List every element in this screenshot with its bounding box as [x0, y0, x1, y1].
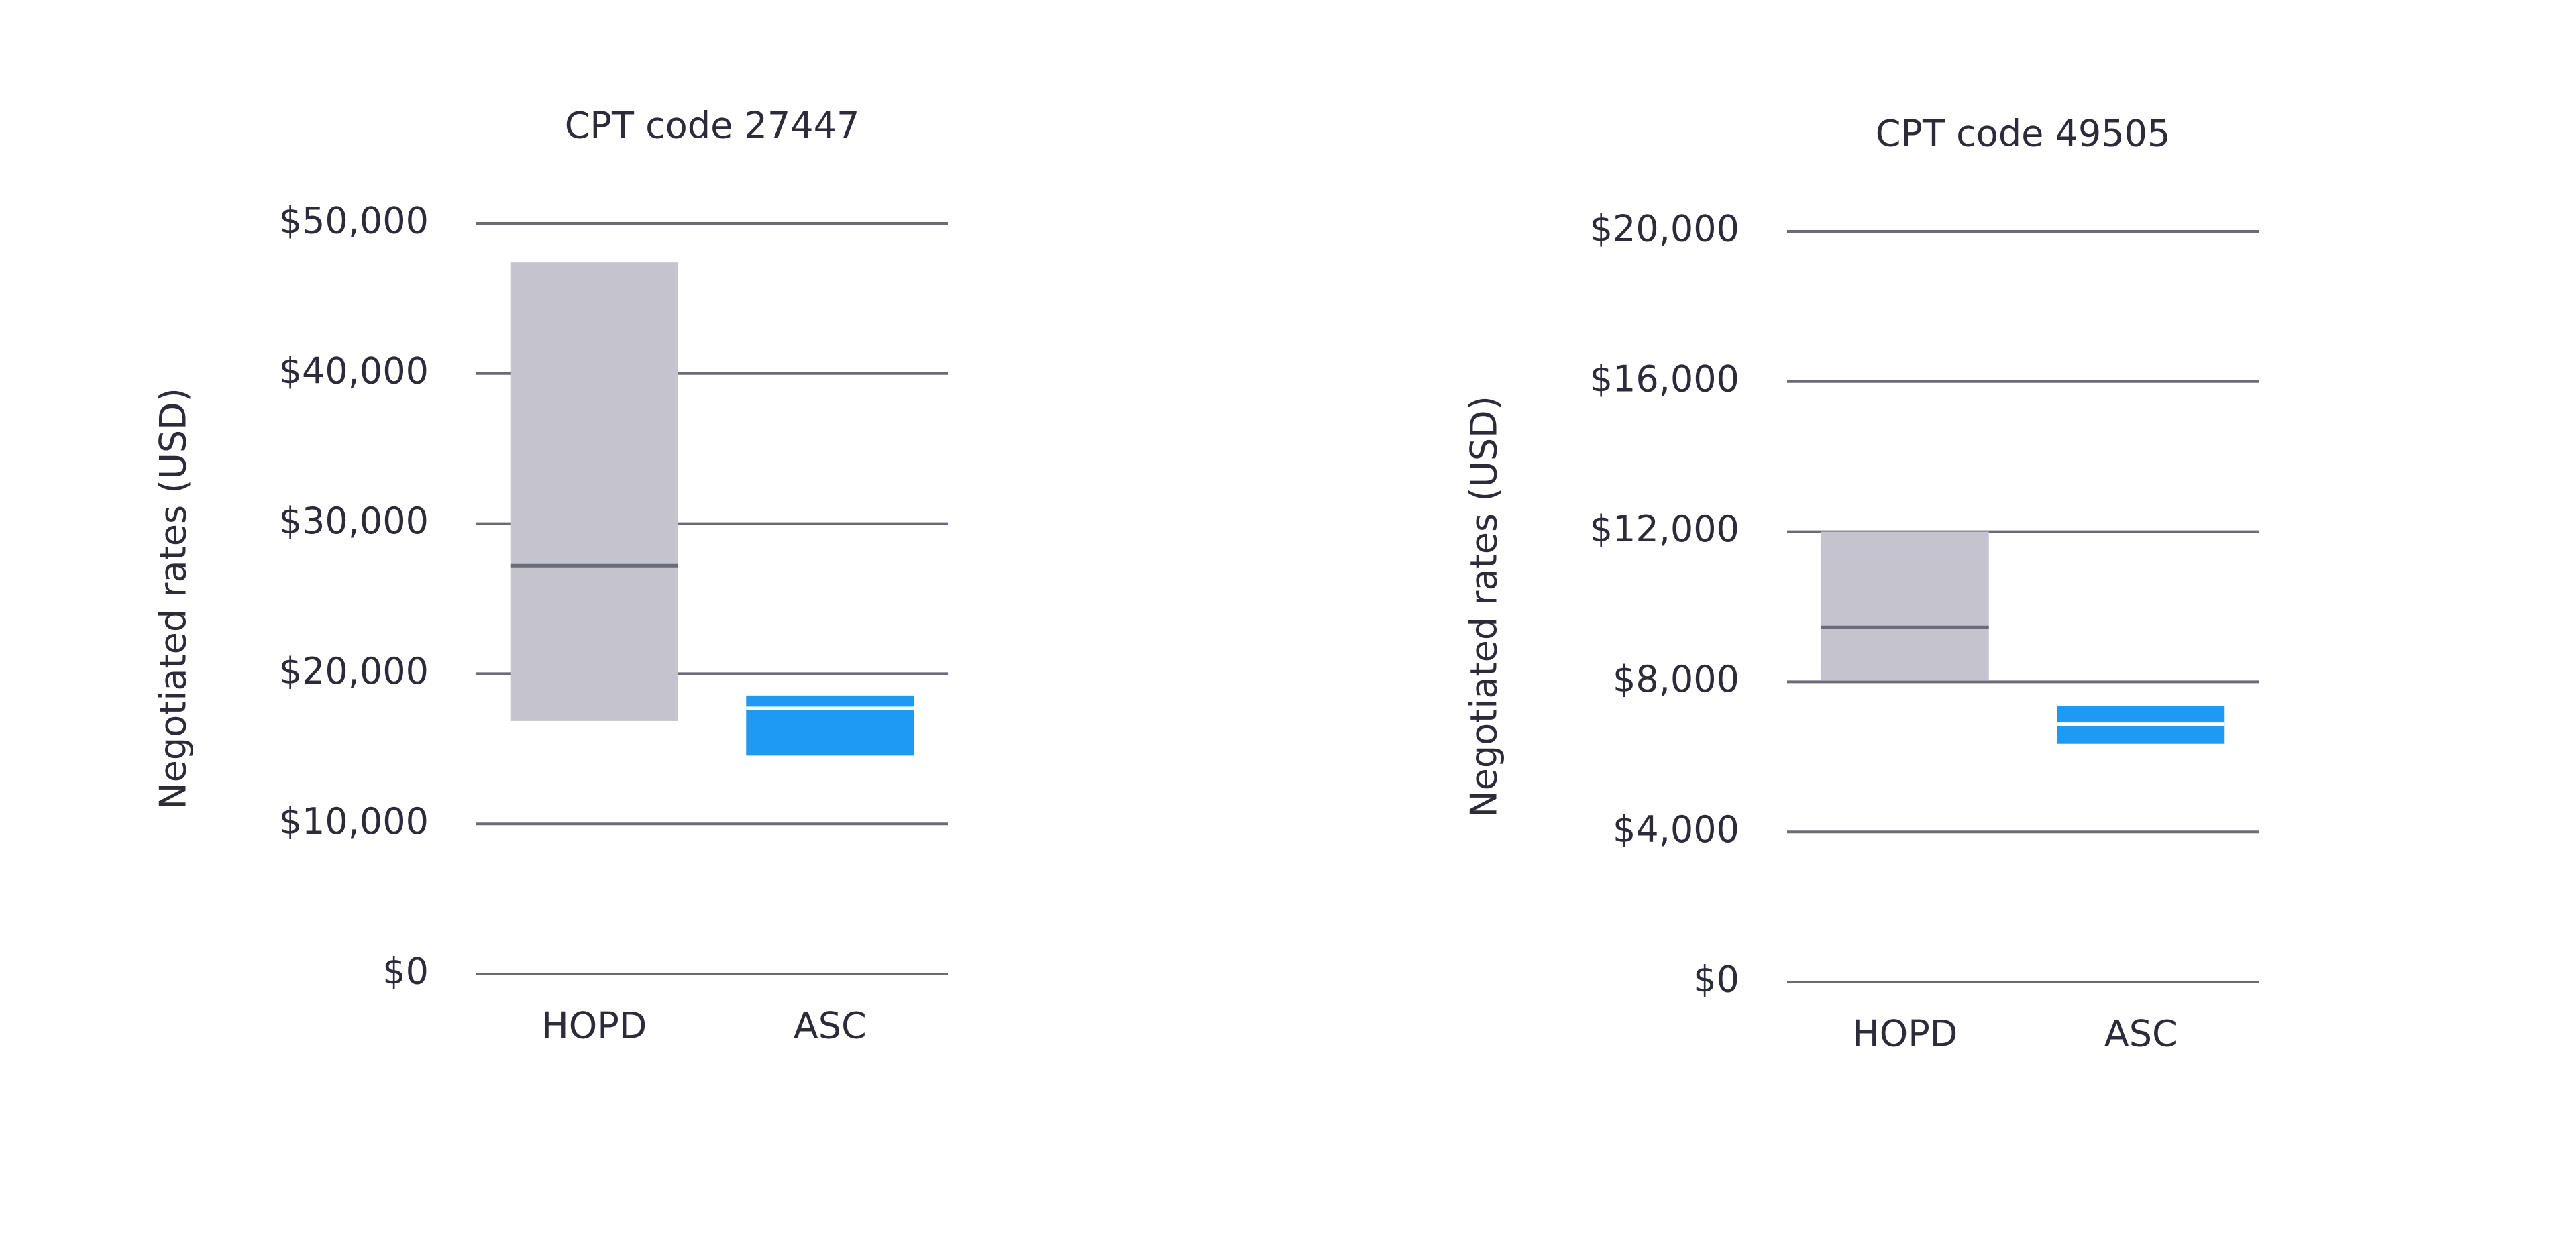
y-tick-label: $16,000: [1590, 358, 1739, 400]
y-tick-label: $30,000: [279, 500, 429, 542]
y-tick-label: $20,000: [279, 650, 429, 692]
y-tick-label: $0: [1693, 959, 1739, 1001]
x-tick-label: ASC: [2104, 1013, 2178, 1055]
range-bar: [1821, 531, 1989, 680]
y-tick-label: $12,000: [1590, 508, 1739, 550]
y-tick-label: $8,000: [1613, 658, 1739, 700]
y-axis-label: Negotiated rates (USD): [152, 388, 195, 810]
y-axis-label: Negotiated rates (USD): [1463, 396, 1505, 818]
chart-title: CPT code 49505: [1876, 113, 2171, 155]
y-tick-label: $0: [382, 951, 429, 993]
y-tick-label: $10,000: [279, 800, 429, 843]
range-bar: [510, 262, 678, 721]
x-tick-label: HOPD: [541, 1005, 647, 1047]
x-tick-label: HOPD: [1852, 1013, 1957, 1055]
y-tick-label: $4,000: [1613, 808, 1739, 851]
x-tick-label: ASC: [794, 1005, 867, 1047]
chart-title: CPT code 27447: [565, 105, 860, 147]
y-tick-label: $50,000: [279, 200, 429, 242]
range-bar: [746, 695, 914, 756]
y-tick-label: $20,000: [1590, 208, 1739, 250]
y-tick-label: $40,000: [279, 349, 429, 392]
